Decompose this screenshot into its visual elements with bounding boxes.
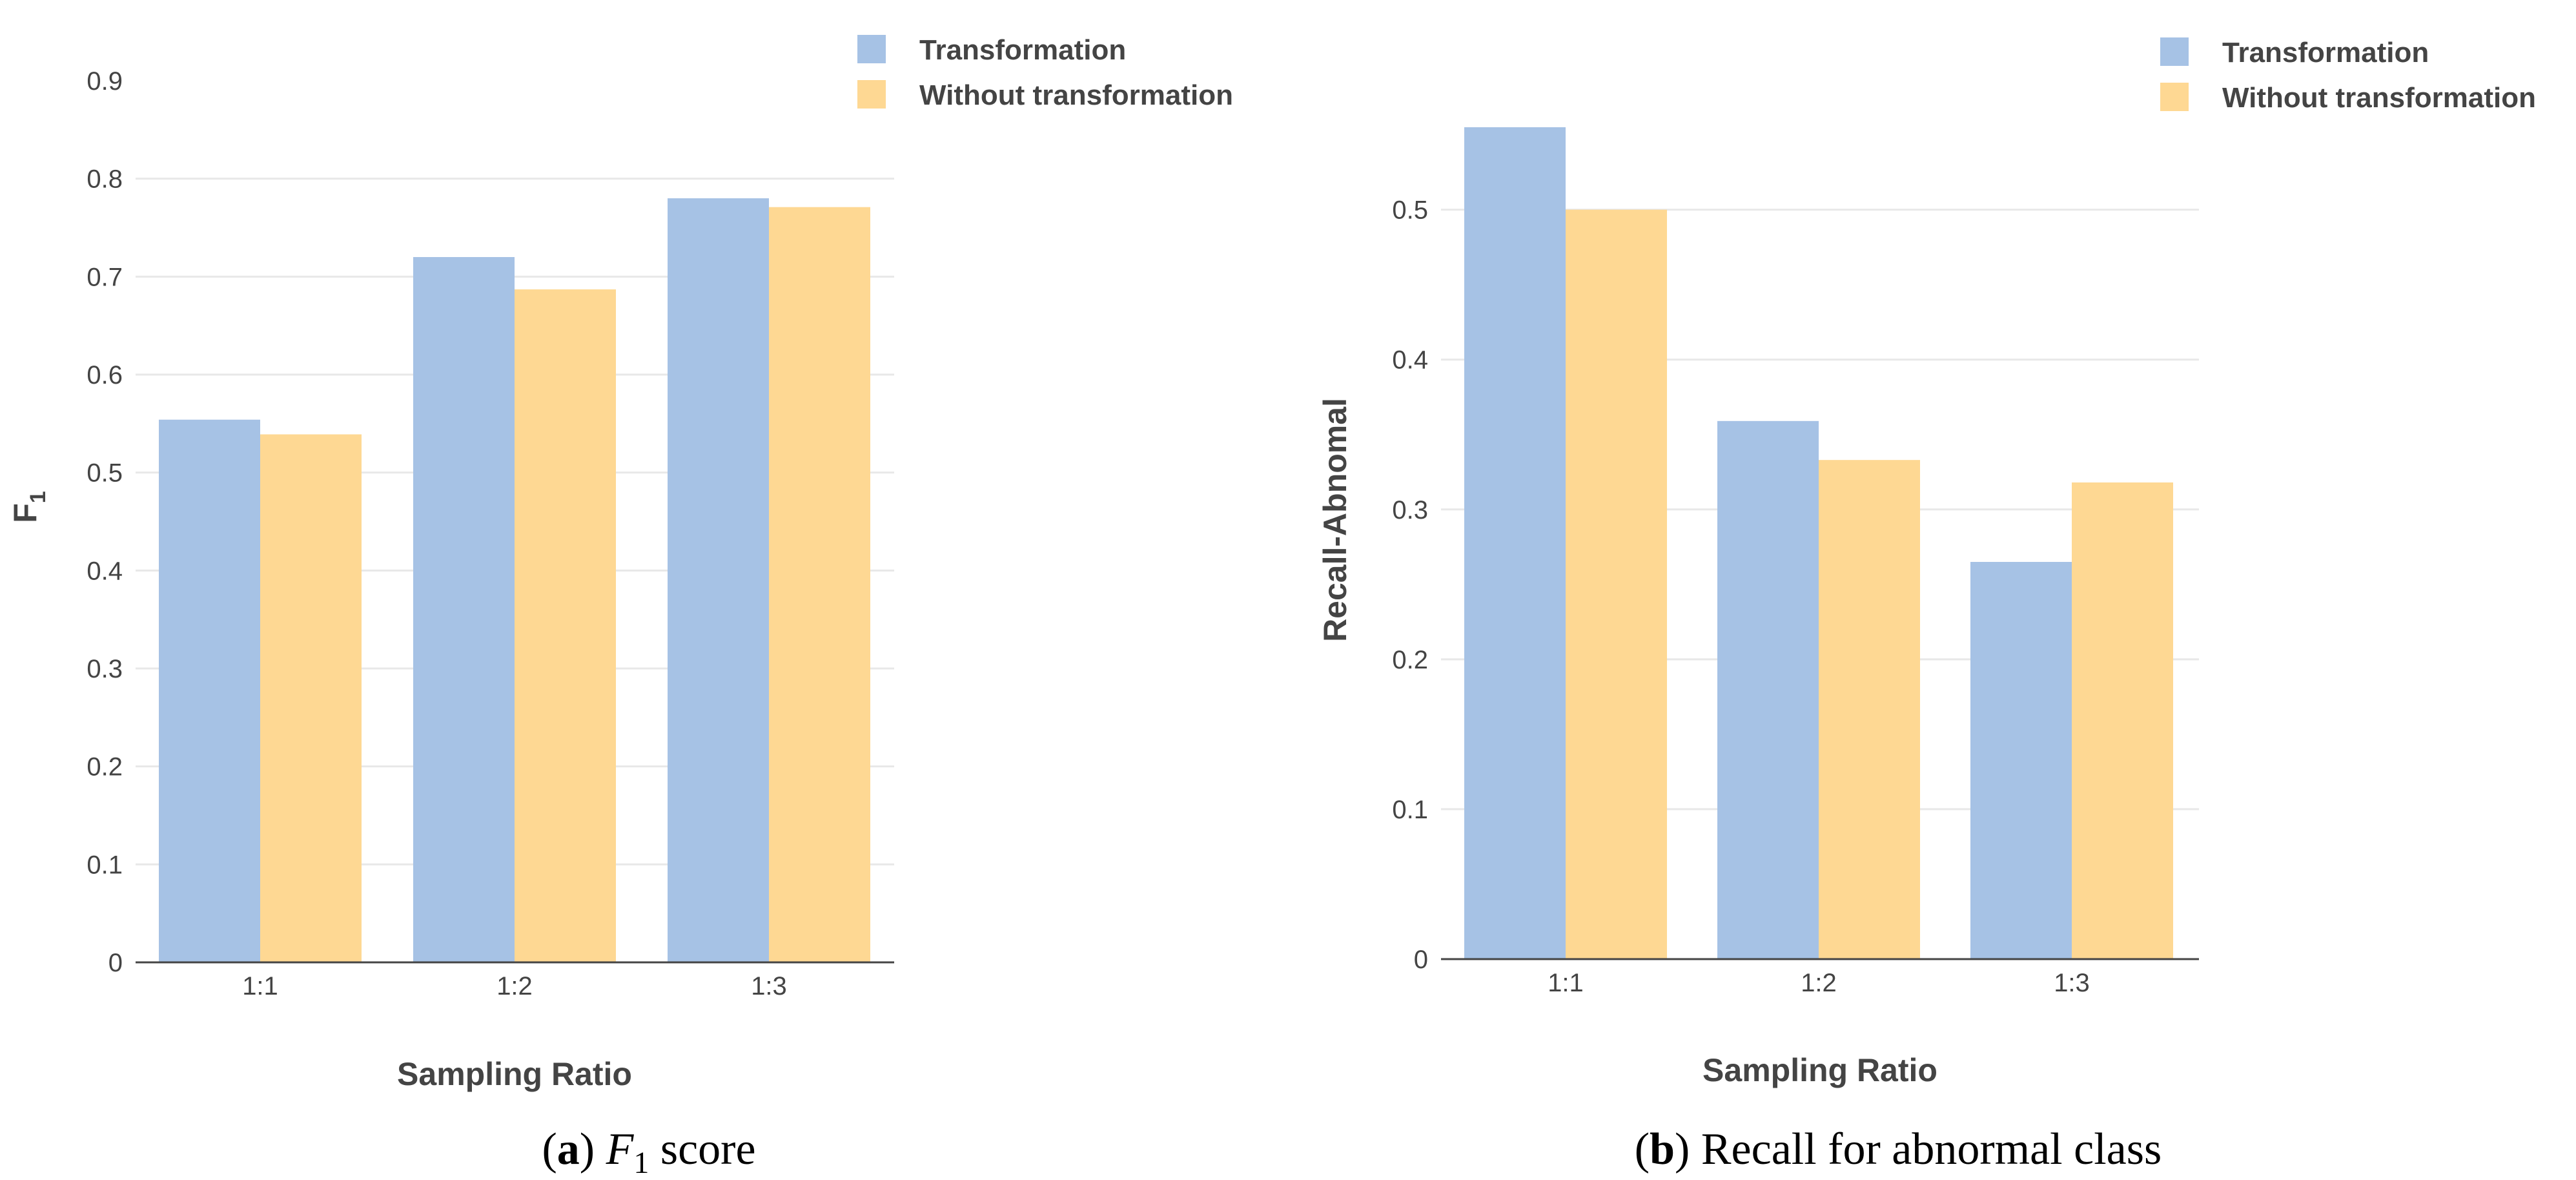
chart-a-y-tick-label: 0.2 [87,753,123,781]
chart-a-y-tick-label: 0.9 [87,67,123,96]
chart-a-legend-label-without: Without transformation [919,79,1233,111]
chart-a-legend-swatch-without [857,80,886,109]
chart-a-bars [159,198,870,962]
chart-a-x-tick-labels: 1:1 1:2 1:3 [242,972,787,1000]
chart-b-y-tick-label: 0 [1414,946,1428,974]
chart-a-bar-transformation-2 [413,257,515,962]
chart-a-caption-text: score [649,1124,755,1174]
chart-b-bar-transformation-3 [1970,562,2072,959]
chart-b-legend-swatch-transformation [2160,37,2189,66]
chart-b-caption-letter: b [1650,1124,1675,1174]
chart-a-y-tick-label: 0.3 [87,655,123,683]
chart-b-bar-transformation-2 [1717,420,1819,959]
chart-a-bar-without-transformation-1 [260,434,362,962]
chart-b-legend-swatch-without [2160,83,2189,111]
chart-a-legend: Transformation Without transformation [857,34,1233,111]
chart-a-caption-math: F [606,1124,635,1174]
chart-a-x-tick-label: 1:1 [242,972,278,1000]
chart-b-legend-label-transformation: Transformation [2222,37,2429,68]
chart-b-bars [1464,127,2173,959]
chart-a-y-tick-label: 0.8 [87,165,123,194]
chart-b-x-axis-title: Sampling Ratio [1702,1052,1937,1088]
chart-a-y-tick-label: 0 [108,949,123,977]
chart-a: 0 0.1 0.2 0.3 0.4 0.5 0.6 0.7 0.8 0.9 1:1 1:2 1:3 F… [7,34,1233,1180]
chart-a-legend-swatch-transformation [857,35,886,63]
chart-a-y-tick-label: 0.7 [87,263,123,291]
chart-b-x-tick-label: 1:2 [1801,969,1837,997]
chart-a-y-tick-label: 0.1 [87,851,123,879]
chart-b-x-tick-label: 1:3 [2054,969,2090,997]
chart-b-y-tick-label: 0.5 [1392,196,1428,225]
svg-text:F1: F1 [7,491,50,523]
chart-a-x-tick-label: 1:2 [496,972,533,1000]
chart-b-x-tick-label: 1:1 [1548,969,1584,997]
chart-b-y-tick-labels: 0 0.1 0.2 0.3 0.4 0.5 [1392,196,1428,974]
chart-a-caption-math-sub: 1 [633,1146,649,1180]
chart-b-y-axis-title: Recall-Abnomal [1317,398,1353,642]
chart-a-bar-transformation-3 [668,198,769,962]
chart-b-bar-without-transformation-1 [1566,209,1667,959]
chart-a-caption-letter: a [557,1124,580,1174]
chart-a-y-tick-label: 0.5 [87,459,123,488]
chart-b-bar-without-transformation-3 [2072,482,2173,959]
chart-a-ylabel-sub: 1 [26,491,50,503]
chart-a-legend-label-transformation: Transformation [919,34,1126,66]
chart-b: 0 0.1 0.2 0.3 0.4 0.5 1:1 1:2 1:3 Recall-Abnoma… [1317,37,2536,1174]
chart-a-bar-without-transformation-2 [515,289,616,962]
chart-b-caption: (b) Recall for abnormal class [1635,1124,2162,1174]
chart-a-y-tick-label: 0.4 [87,557,123,585]
chart-b-legend: Transformation Without transformation [2160,37,2536,114]
chart-a-x-axis-title: Sampling Ratio [397,1056,632,1092]
chart-b-x-tick-labels: 1:1 1:2 1:3 [1548,969,2090,997]
chart-a-caption: (a) F1 score [542,1124,755,1180]
chart-a-ylabel-base: F [7,503,43,523]
chart-b-bar-transformation-1 [1464,127,1566,959]
chart-b-caption-text: Recall for abnormal class [1701,1124,2162,1174]
chart-b-bar-without-transformation-2 [1819,460,1920,959]
chart-b-legend-label-without: Without transformation [2222,82,2536,114]
chart-a-y-tick-label: 0.6 [87,361,123,389]
chart-a-y-tick-labels: 0 0.1 0.2 0.3 0.4 0.5 0.6 0.7 0.8 0.9 [87,67,123,977]
chart-b-y-tick-label: 0.2 [1392,646,1428,674]
chart-b-y-tick-label: 0.3 [1392,496,1428,524]
chart-a-bar-without-transformation-3 [769,207,870,962]
chart-b-y-tick-label: 0.1 [1392,796,1428,824]
chart-a-y-axis-title: F1 [7,491,50,523]
chart-a-bar-transformation-1 [159,419,260,962]
chart-a-x-tick-label: 1:3 [751,972,787,1000]
chart-b-y-tick-label: 0.4 [1392,346,1428,375]
